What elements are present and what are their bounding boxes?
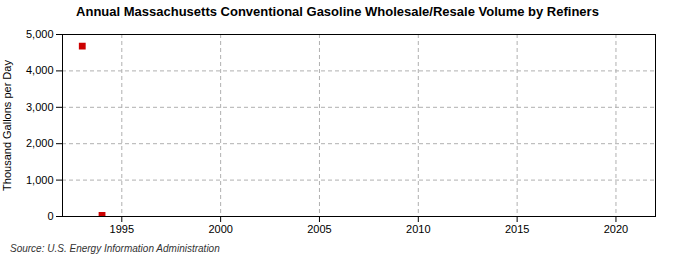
svg-text:Thousand Gallons per Day: Thousand Gallons per Day xyxy=(1,60,13,191)
svg-text:2,000: 2,000 xyxy=(26,137,54,149)
svg-text:4,000: 4,000 xyxy=(26,64,54,76)
svg-text:2000: 2000 xyxy=(208,223,232,235)
svg-text:2015: 2015 xyxy=(505,223,529,235)
svg-text:1995: 1995 xyxy=(110,223,134,235)
svg-text:2010: 2010 xyxy=(406,223,430,235)
svg-text:0: 0 xyxy=(47,210,53,222)
svg-text:2005: 2005 xyxy=(307,223,331,235)
html-text:Source: U.S. Energy Informatio: Source: U.S. Energy Information Administ… xyxy=(10,243,220,254)
html-text:Annual Massachusetts Conventio: Annual Massachusetts Conventional Gasoli… xyxy=(76,4,599,19)
svg-text:2020: 2020 xyxy=(604,223,628,235)
svg-text:1,000: 1,000 xyxy=(26,174,54,186)
svg-text:5,000: 5,000 xyxy=(26,28,54,40)
svg-text:3,000: 3,000 xyxy=(26,101,54,113)
